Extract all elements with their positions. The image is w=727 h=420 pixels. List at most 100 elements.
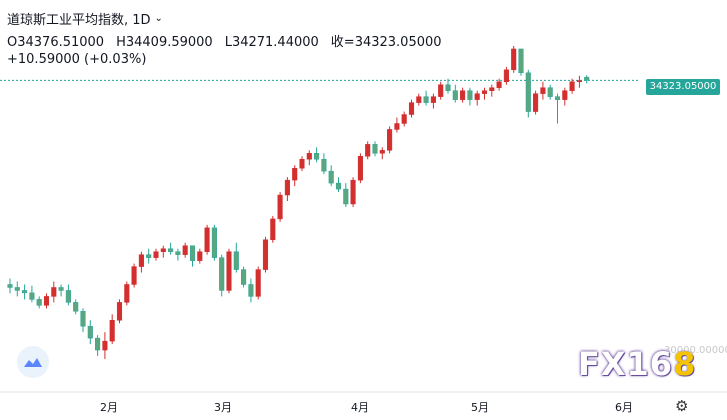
- candle-body: [241, 269, 247, 285]
- candle-body: [262, 239, 269, 270]
- candle-body: [182, 245, 188, 255]
- x-tick-label: 3月: [214, 401, 232, 414]
- candle-body: [503, 69, 509, 82]
- x-tick-label: 2月: [100, 401, 118, 414]
- candle-body: [467, 90, 473, 100]
- candle-body: [109, 320, 115, 342]
- candle-body: [511, 48, 517, 71]
- candle-body: [423, 96, 429, 103]
- high-value: H34409.59000: [116, 35, 213, 50]
- candle-body: [204, 227, 210, 252]
- candle-body: [321, 159, 327, 172]
- brand-accent: 8: [673, 345, 697, 383]
- open-value: O34376.51000: [7, 35, 105, 50]
- brand-logo: FX168: [578, 345, 696, 383]
- candle-body: [401, 114, 407, 124]
- candle-body: [102, 340, 108, 351]
- candle-body: [525, 72, 531, 112]
- candle-body: [292, 167, 298, 181]
- candle-body: [284, 179, 290, 196]
- candle-body: [124, 284, 130, 303]
- candle-body: [569, 81, 575, 91]
- candle-body: [562, 90, 568, 100]
- candle-body: [416, 96, 422, 103]
- candle-body: [460, 90, 466, 100]
- candle-body: [219, 257, 225, 291]
- candle-body: [445, 84, 451, 91]
- symbol-title: 道琼斯工业平均指数, 1D: [7, 13, 151, 28]
- candle-body: [554, 96, 561, 100]
- candle-body: [168, 248, 174, 252]
- x-tick-label: 6月: [615, 401, 633, 414]
- candle-body: [270, 218, 276, 241]
- candle-body: [518, 48, 524, 74]
- candle-body: [496, 81, 502, 88]
- lower-price-label: 30000.00000: [664, 345, 727, 356]
- candle-body: [584, 76, 590, 81]
- x-tick-label: 5月: [471, 401, 489, 414]
- candle-body: [438, 84, 444, 97]
- candle-body: [36, 299, 42, 306]
- candles-layer: [7, 45, 590, 360]
- candle-body: [306, 153, 312, 160]
- candle-body: [576, 80, 582, 82]
- candle-body: [226, 251, 232, 291]
- candle-body: [175, 251, 181, 255]
- candle-body: [153, 251, 159, 258]
- gear-icon[interactable]: ⚙: [675, 397, 689, 415]
- candle-body: [343, 188, 349, 205]
- change-value: +10.59000 (+0.03%): [7, 52, 147, 67]
- candle-body: [233, 251, 239, 270]
- close-value: 收=34323.05000: [330, 35, 442, 50]
- candle-body: [80, 311, 86, 327]
- candle-body: [547, 87, 553, 97]
- tv-logo-icon[interactable]: [17, 346, 49, 378]
- candle-body: [29, 292, 35, 300]
- candle-body: [489, 87, 495, 91]
- candle-body: [14, 287, 20, 291]
- candle-body: [131, 266, 137, 285]
- candle-body: [481, 90, 488, 94]
- candle-body: [474, 93, 480, 100]
- candle-body: [7, 284, 13, 288]
- candle-body: [197, 251, 203, 261]
- candle-body: [51, 287, 57, 297]
- candle-body: [22, 290, 28, 294]
- chart-title: 道琼斯工业平均指数, 1D ⌄: [7, 9, 163, 28]
- brand-main: FX16: [578, 345, 674, 383]
- candle-body: [452, 90, 458, 100]
- candle-body: [299, 159, 305, 169]
- candle-body: [277, 194, 283, 220]
- candle-body: [540, 87, 546, 94]
- candle-body: [65, 290, 71, 303]
- current-price-tag: 34323.05000: [646, 79, 720, 95]
- candle-body: [211, 227, 217, 258]
- candle-body: [248, 284, 254, 297]
- candle-body: [189, 245, 196, 261]
- candle-body: [138, 254, 144, 267]
- candle-body: [314, 153, 320, 160]
- candle-body: [160, 248, 166, 252]
- candle-body: [116, 302, 123, 321]
- candle-body: [379, 150, 385, 154]
- candle-body: [365, 144, 371, 157]
- x-tick-label: 4月: [351, 401, 369, 414]
- candle-body: [73, 302, 79, 312]
- candle-body: [357, 156, 363, 181]
- candle-body: [394, 123, 400, 130]
- candle-body: [430, 96, 436, 103]
- candle-body: [408, 102, 415, 115]
- candle-body: [146, 254, 152, 258]
- candle-body: [533, 93, 539, 112]
- candle-body: [95, 337, 101, 351]
- candle-body: [372, 144, 378, 154]
- candle-body: [255, 269, 261, 297]
- ohlc-row: O34376.51000 H34409.59000 L34271.44000 收=34…: [7, 31, 454, 50]
- candle-body: [335, 182, 342, 190]
- candle-body: [87, 325, 93, 339]
- candle-body: [350, 179, 356, 205]
- chevron-down-icon[interactable]: ⌄: [154, 13, 163, 24]
- candle-body: [387, 129, 393, 151]
- candle-body: [328, 170, 334, 184]
